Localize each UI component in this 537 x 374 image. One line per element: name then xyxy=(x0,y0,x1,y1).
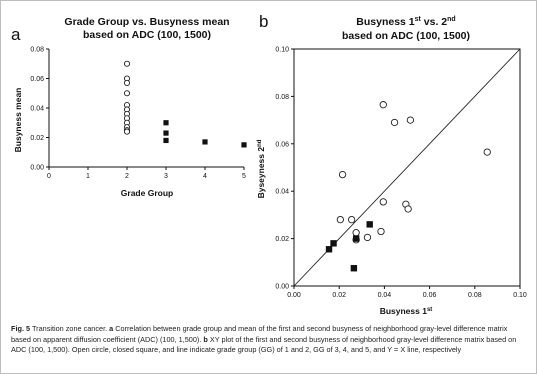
panel-a-point-open-circle xyxy=(123,60,131,67)
panel-b-point-open-circle xyxy=(483,148,491,156)
panel-b-title: Busyness 1st vs. 2nd xyxy=(356,16,455,28)
panel-a-x-tick-label: 0 xyxy=(47,173,51,180)
panel-b-point-filled-square xyxy=(325,246,333,253)
panel-b-point-open-circle xyxy=(336,215,344,224)
panel-a-x-tick-label: 2 xyxy=(125,173,129,180)
panel-b-x-tick-label: 0.06 xyxy=(423,292,437,299)
panel-a-ylabel: Busyness mean xyxy=(13,88,23,153)
panel-b-point-open-circle xyxy=(347,215,356,224)
panel-b-point-open-circle xyxy=(379,198,387,206)
panel-b-y-tick-label: 0.00 xyxy=(275,284,289,291)
panel-a-x-tick-label: 1 xyxy=(86,173,90,180)
panel-b-point-open-circle xyxy=(404,205,412,213)
panel-b-point-open-circle xyxy=(352,229,360,237)
panel-a-point-filled-square xyxy=(163,130,169,136)
panel-b-point-open-circle xyxy=(379,101,387,109)
panel-b-x-tick-label: 0.04 xyxy=(378,292,392,299)
panel-a-subtitle: based on ADC (100, 1500) xyxy=(83,29,211,41)
panel-a-point-open-circle xyxy=(123,128,131,135)
panel-a-x-tick-label: 5 xyxy=(242,173,246,180)
panel-b-y-tick-label: 0.02 xyxy=(275,236,289,243)
panel-b-plot: 0.00 0.02 0.04 0.06 0.08 0.10 0.00 0.02 0.04 0.06… xyxy=(275,47,527,300)
panel-a-title: Grade Group vs. Busyness mean xyxy=(64,16,229,28)
panel-a-point-open-circle xyxy=(123,79,131,86)
panel-b-point-filled-square xyxy=(330,240,337,247)
panel-b-point-open-circle xyxy=(406,116,415,124)
panel-b-plot-frame xyxy=(293,48,521,287)
figure-svg: a Grade Group vs. Busyness mean based on… xyxy=(11,12,527,316)
panel-b-y-tick-label: 0.10 xyxy=(275,47,289,54)
panel-b-y-tick-label: 0.04 xyxy=(275,189,289,196)
panel-a-y-tick-label: 0.08 xyxy=(30,47,44,54)
panel-b-ylabel: Byseyness 2nd xyxy=(256,139,266,198)
panel-b-point-open-circle xyxy=(363,233,372,242)
panel-b-x-tick-label: 0.02 xyxy=(332,292,346,299)
panel-a-plot: 0 1 2 3 4 5 0.00 0.02 0.04 0.06 0.08 xyxy=(30,47,247,180)
panel-b-point-open-circle xyxy=(390,118,399,127)
panel-b-x-tick-label: 0.08 xyxy=(468,292,482,299)
panel-a-point-filled-square xyxy=(241,142,247,148)
panel-a-y-tick-label: 0.00 xyxy=(30,165,44,172)
panel-b-x-tick-label: 0.00 xyxy=(287,292,301,299)
caption-bold-b: b xyxy=(203,334,208,344)
panel-b-y-tick-label: 0.06 xyxy=(275,141,289,148)
panel-b-y-tick-label: 0.08 xyxy=(275,94,289,101)
panel-b-xlabel: Busyness 1st xyxy=(380,306,433,316)
panel-b-point-open-circle xyxy=(377,227,385,236)
caption-text-2: Correlation between grade group and mean… xyxy=(11,324,508,344)
panel-b-x-tick-label: 0.10 xyxy=(513,292,527,299)
panel-a-point-filled-square xyxy=(163,137,169,144)
panel-a-y-tick-label: 0.06 xyxy=(30,76,44,83)
panel-b-point-open-circle xyxy=(338,170,347,179)
panel-a-point-filled-square xyxy=(163,120,169,126)
panel-b-point-filled-square xyxy=(352,235,360,242)
panel-a-x-tick-label: 3 xyxy=(164,173,168,180)
caption-text-3: XY plot of the first and second busyness… xyxy=(11,334,517,355)
panel-a-point-open-circle xyxy=(123,90,131,97)
caption-bold-a: a xyxy=(109,324,114,333)
panel-b-subtitle: based on ADC (100, 1500) xyxy=(342,30,470,42)
panel-a-xlabel: Grade Group xyxy=(121,188,173,198)
figure-caption: Fig. 5 Transition zone cancer. a Correla… xyxy=(11,324,529,356)
panel-a-y-tick-label: 0.04 xyxy=(30,106,44,113)
caption-label: Fig. 5 xyxy=(11,324,31,333)
panel-b-point-filled-square xyxy=(350,265,358,272)
caption-text-1: Transition zone cancer. xyxy=(30,324,110,333)
panel-b-letter: b xyxy=(259,12,268,31)
panel-b-point-filled-square xyxy=(366,221,373,228)
panel-a-letter: a xyxy=(11,25,21,44)
panel-a-x-tick-label: 4 xyxy=(203,173,207,180)
panel-a-point-filled-square xyxy=(202,139,208,145)
panel-a-y-tick-label: 0.02 xyxy=(30,135,44,142)
